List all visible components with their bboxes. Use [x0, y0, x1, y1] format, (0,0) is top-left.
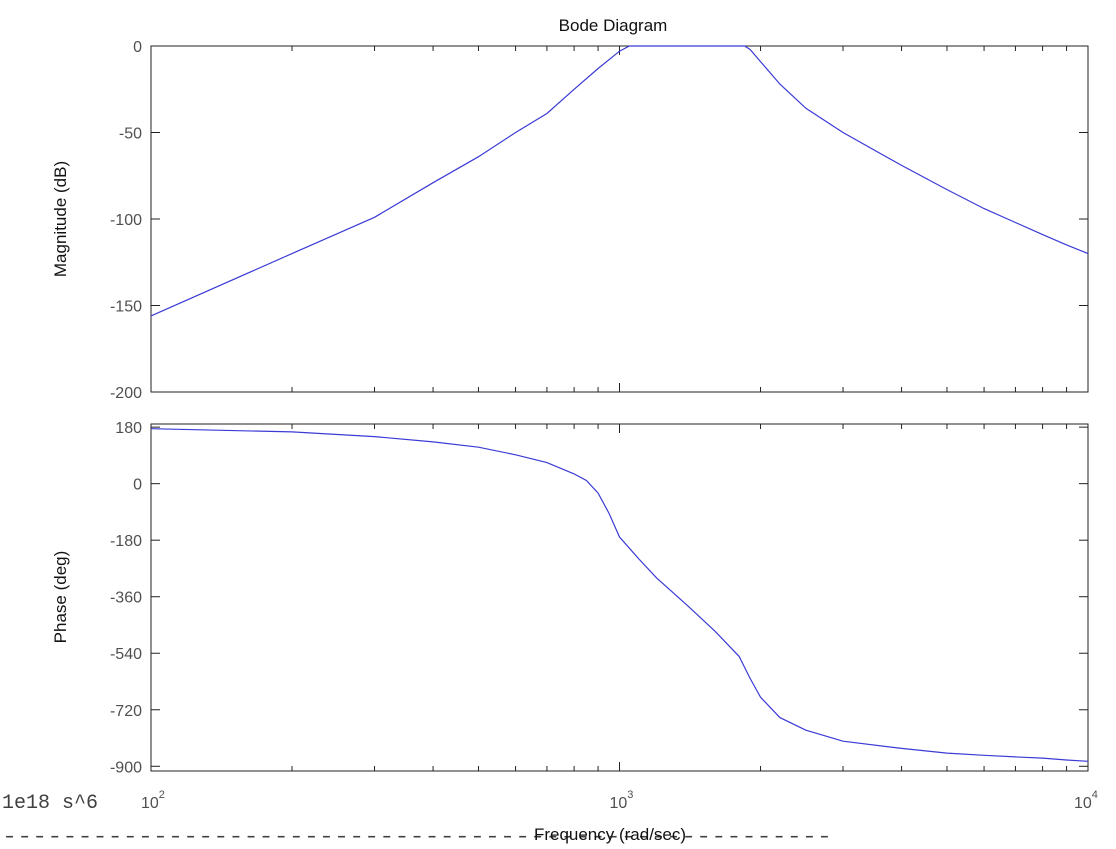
phase-ytick-label: 0 — [133, 477, 142, 494]
magnitude-ytick-label: -200 — [110, 385, 142, 402]
magnitude-ytick-label: 0 — [133, 39, 142, 56]
magnitude-series-line — [150, 45, 1089, 317]
phase-ytick-label: -900 — [110, 759, 142, 776]
phase-ticks — [150, 424, 1088, 771]
phase-axes: 180 0 -180 -360 -540 -720 -900 102 103 104 Phase… — [51, 420, 1098, 812]
frequency-axis-label: Frequency (rad/sec) — [534, 825, 686, 844]
phase-ytick-label: -360 — [110, 590, 142, 607]
phase-series-line — [150, 428, 1089, 762]
magnitude-axes: 0 -50 -100 -150 -200 Magnitude (dB) — [51, 39, 1089, 402]
phase-ytick-label: 180 — [115, 420, 142, 437]
frequency-xtick-label: 102 — [141, 789, 165, 812]
phase-plot-frame — [150, 423, 1089, 772]
phase-ytick-label: -720 — [110, 703, 142, 720]
magnitude-ytick-labels: 0 -50 -100 -150 -200 — [110, 39, 142, 402]
magnitude-ticks — [150, 45, 1088, 393]
phase-axis-label: Phase (deg) — [51, 551, 70, 644]
phase-xtick-labels: 102 103 104 — [141, 789, 1098, 812]
chart-title: Bode Diagram — [559, 16, 668, 35]
phase-ytick-label: -180 — [110, 533, 142, 550]
magnitude-ytick-label: -150 — [110, 299, 142, 316]
console-divider-text: ----------------------------------------… — [2, 826, 832, 849]
magnitude-ytick-label: -100 — [110, 212, 142, 229]
phase-ytick-label: -540 — [110, 646, 142, 663]
phase-ytick-labels: 180 0 -180 -360 -540 -720 -900 — [110, 420, 142, 776]
magnitude-axis-label: Magnitude (dB) — [51, 161, 70, 277]
magnitude-plot-frame — [150, 45, 1089, 393]
frequency-xtick-label: 104 — [1074, 789, 1098, 812]
frequency-xtick-label: 103 — [610, 789, 634, 812]
console-numerator-text: 1e18 s^6 — [2, 792, 98, 815]
magnitude-ytick-label: -50 — [119, 126, 142, 143]
